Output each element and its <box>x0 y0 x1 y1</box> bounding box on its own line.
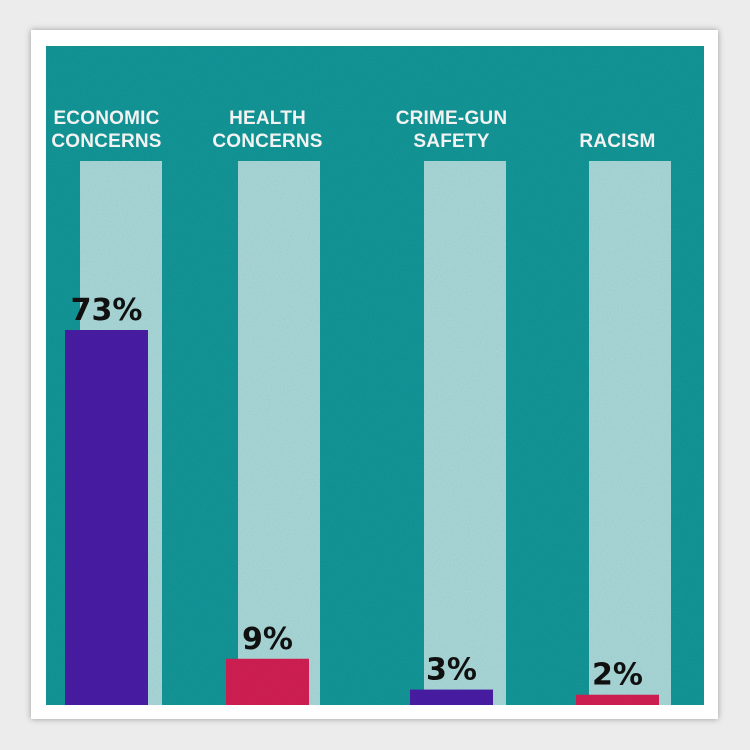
paper-texture-overlay <box>46 46 704 705</box>
chart-panel: 73%ECONOMICCONCERNS9%HEALTHCONCERNS3%CRI… <box>46 46 704 705</box>
bar-chart: 73%ECONOMICCONCERNS9%HEALTHCONCERNS3%CRI… <box>46 46 704 705</box>
